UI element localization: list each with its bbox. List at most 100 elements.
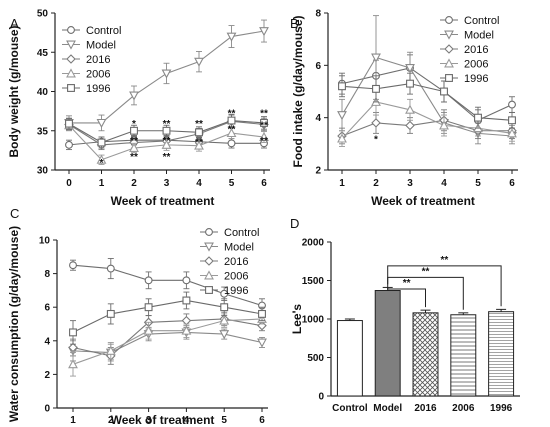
y-tick-label: 6 [44, 303, 50, 314]
series-line [341, 83, 513, 121]
legend-item-control: Control [440, 15, 499, 27]
legend-item-2006: 2006 [62, 68, 110, 81]
data-point [372, 84, 380, 93]
legend-item-control: Control [200, 227, 259, 239]
series-2006 [64, 119, 269, 165]
y-tick-label: 35 [37, 126, 49, 137]
legend: Control Model 2016 2006 1996 [440, 15, 499, 85]
data-point [405, 120, 415, 131]
y-tick-label: 10 [39, 236, 51, 247]
legend-label: 2006 [86, 69, 110, 81]
data-point [69, 328, 77, 337]
x-tick-label: 5 [475, 178, 481, 189]
series-1996 [65, 113, 268, 149]
y-tick-label: 4 [44, 336, 50, 347]
x-tick-label: 3 [407, 178, 413, 189]
data-point [219, 315, 230, 325]
x-tick-label: 4 [441, 178, 447, 189]
data-point [162, 126, 171, 135]
y-tick-label: 0 [44, 404, 50, 415]
significance-mark: ** [130, 136, 138, 147]
x-tick-label: Model [373, 403, 402, 414]
legend-label: 2016 [86, 54, 110, 66]
series-line [341, 56, 513, 137]
y-tick-label: 8 [44, 269, 50, 280]
legend-label: Control [224, 227, 259, 239]
x-tick-label: 6 [261, 178, 267, 189]
significance-mark: ** [163, 152, 171, 163]
x-tick-label: 4 [184, 415, 190, 426]
series-2006 [68, 313, 267, 377]
x-tick-label: 2 [131, 178, 137, 189]
legend-marker [205, 286, 213, 294]
legend-marker [444, 44, 454, 54]
data-point [68, 359, 78, 369]
significance-mark: * [100, 158, 104, 169]
data-point [226, 32, 237, 42]
y-tick-label: 1000 [302, 315, 325, 326]
legend-marker [66, 68, 76, 78]
data-point [195, 128, 203, 137]
data-point [371, 53, 381, 63]
data-point [440, 87, 448, 96]
data-point [144, 276, 153, 285]
data-point [194, 140, 204, 150]
y-tick-label: 45 [37, 48, 49, 59]
data-point [371, 118, 381, 128]
data-point [260, 118, 268, 127]
data-point [97, 138, 106, 147]
significance-mark: ** [228, 109, 236, 120]
x-tick-label: 1 [70, 415, 76, 426]
data-point [220, 289, 229, 298]
legend-item-model: Model [62, 40, 116, 52]
bar [488, 311, 515, 397]
data-point [129, 142, 139, 152]
data-point [144, 303, 153, 312]
legend-label: 2016 [464, 44, 488, 56]
series-line [72, 318, 263, 357]
y-tick-label: 30 [37, 166, 49, 177]
legend-label: Control [464, 15, 499, 27]
bar-2006 [450, 312, 477, 397]
data-point [105, 345, 116, 355]
data-point [181, 315, 192, 326]
y-axis-label: Lee's [290, 304, 304, 335]
series-line [72, 318, 263, 365]
legend-item-1996: 1996 [440, 73, 488, 85]
y-tick-label: 1500 [302, 276, 325, 287]
bracket-line [387, 265, 502, 307]
legend-item-2016: 2016 [200, 256, 248, 268]
y-axis-label: Body weight (g/mouse) [7, 25, 21, 157]
x-tick-label: 6 [259, 415, 265, 426]
data-point [258, 309, 266, 318]
data-point [259, 131, 269, 141]
x-tick-label: 3 [146, 415, 152, 426]
significance-mark: ** [228, 124, 236, 135]
data-point [96, 154, 107, 164]
series-2006 [337, 88, 517, 147]
series-line [72, 299, 263, 333]
bar-model [374, 286, 401, 397]
data-point [143, 325, 154, 335]
data-point [182, 276, 191, 285]
data-point [227, 116, 236, 125]
legend-item-2006: 2006 [200, 270, 248, 283]
data-point [508, 100, 516, 109]
legend-marker [204, 256, 214, 266]
data-point [106, 264, 115, 273]
series-1996 [69, 291, 266, 345]
legend-item-control: Control [62, 25, 121, 37]
bar-1996 [488, 308, 515, 397]
data-point [194, 57, 204, 67]
bar [374, 290, 401, 397]
significance-mark: ** [422, 266, 430, 277]
data-point [161, 139, 172, 149]
series-line [341, 119, 512, 137]
y-tick-label: 4 [315, 113, 321, 124]
series-line [72, 331, 263, 354]
data-point [474, 113, 482, 122]
data-point [220, 303, 229, 312]
legend-label: Model [224, 242, 254, 254]
